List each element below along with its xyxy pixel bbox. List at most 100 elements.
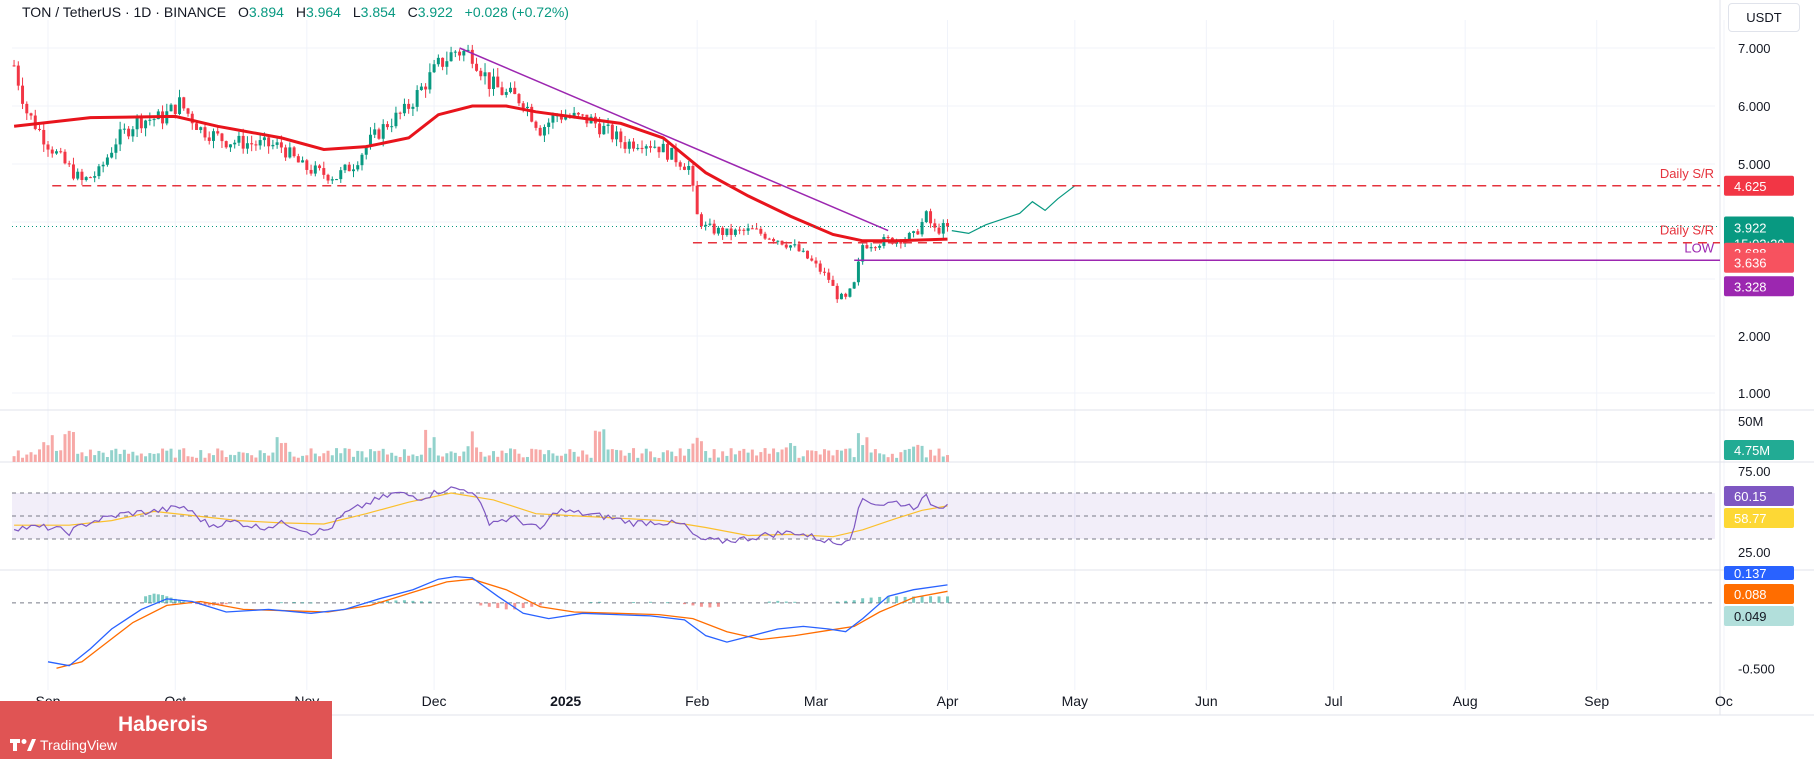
volume-bar — [156, 453, 160, 462]
daily-sr-upper-badge: 4.625 — [1734, 179, 1767, 194]
candle-body — [228, 144, 232, 148]
volume-bar — [21, 457, 25, 462]
macd-histogram-bar — [207, 602, 211, 606]
volume-bar — [59, 450, 63, 462]
volume-bar — [827, 450, 831, 462]
candle-body — [25, 103, 29, 114]
volume-bar — [173, 457, 177, 462]
macd-histogram-bar — [178, 600, 182, 603]
volume-bar — [649, 451, 652, 462]
volume-bar — [733, 454, 737, 462]
candle-body — [237, 135, 241, 143]
volume-bar — [937, 448, 941, 462]
volume-bar — [250, 455, 254, 462]
volume-bar — [615, 449, 619, 462]
candle-body — [122, 128, 126, 130]
candle-body — [496, 76, 500, 88]
candle-body — [178, 97, 182, 114]
macd-histogram-bar — [649, 601, 652, 603]
volume-bar — [445, 453, 449, 462]
candle-body — [746, 228, 750, 231]
candle-body — [907, 232, 911, 240]
volume-bar — [755, 455, 759, 462]
candle-body — [517, 94, 521, 104]
volume-bar — [80, 452, 84, 462]
macd-histogram-bar — [521, 602, 525, 609]
candle-body — [861, 245, 865, 262]
symbol-legend: TON / TetherUS · 1D · BINANCE O3.894 H3.… — [22, 4, 569, 20]
macd-histogram-bar — [487, 602, 491, 607]
volume-bar — [598, 431, 602, 462]
volume-bar — [84, 456, 88, 462]
volume-bar — [559, 455, 563, 462]
candle-body — [475, 63, 479, 71]
volume-bar — [453, 452, 457, 462]
candle-body — [245, 143, 249, 149]
volume-bar — [55, 450, 58, 462]
macd-histogram-bar — [152, 593, 156, 603]
volume-bar — [33, 454, 37, 462]
volume-bar — [245, 453, 249, 462]
macd-tick-label: -0.500 — [1738, 661, 1775, 676]
candle-body — [419, 86, 423, 91]
candle-body — [398, 112, 402, 114]
candle-body — [118, 129, 122, 145]
macd-histogram-bar — [776, 600, 780, 603]
volume-bar — [797, 457, 801, 462]
volume-bar — [725, 455, 729, 462]
macd-hist-badge-bg — [1724, 606, 1794, 626]
volume-bar — [305, 455, 309, 462]
tradingview-credit: TradingView — [10, 737, 117, 753]
rsi-ma-line — [14, 492, 948, 538]
macd-histogram-bar — [368, 601, 372, 603]
volume-bar — [678, 448, 682, 462]
candle-body — [865, 245, 869, 249]
time-tick-label: Oc — [1715, 693, 1733, 709]
volume-bar — [178, 449, 182, 462]
volume-bar — [551, 453, 555, 462]
candle-body — [699, 214, 703, 227]
volume-bar — [589, 457, 593, 462]
volume-bar — [606, 449, 610, 462]
time-tick-label: Jul — [1325, 693, 1343, 709]
candle-body — [441, 57, 445, 67]
candle-body — [424, 86, 428, 90]
volume-bar — [12, 456, 16, 462]
macd-histogram-bar — [203, 602, 207, 606]
price-tick-label: 1.000 — [1738, 386, 1771, 401]
symbol-title[interactable]: TON / TetherUS · 1D · BINANCE — [22, 4, 227, 20]
candle-body — [869, 247, 873, 249]
volume-bar — [704, 451, 708, 462]
candle-body — [313, 165, 317, 174]
candle-body — [733, 229, 737, 235]
macd-histogram-bar — [513, 602, 517, 610]
volume-bar — [852, 457, 856, 462]
macd-value-badge-bg — [1724, 566, 1794, 580]
candle-body — [665, 143, 669, 160]
candle-body — [152, 119, 156, 121]
candle-body — [352, 169, 355, 172]
volume-bar — [114, 448, 118, 462]
change-value: +0.028 (+0.72%) — [464, 4, 569, 20]
candle-body — [368, 134, 372, 147]
candle-body — [619, 131, 623, 143]
currency-unit-button[interactable]: USDT — [1728, 3, 1800, 32]
candle-body — [632, 141, 636, 149]
macd-histogram-bar — [784, 601, 788, 603]
candle-body — [572, 112, 576, 117]
volume-bar — [275, 437, 279, 462]
candle-body — [538, 127, 542, 136]
volume-bar — [262, 453, 266, 462]
volume-bar — [903, 449, 907, 462]
candle-body — [288, 147, 292, 158]
candle-body — [661, 143, 665, 153]
candle-body — [500, 87, 504, 95]
volume-bar — [343, 448, 347, 462]
candle-body — [428, 72, 432, 90]
candle-body — [88, 177, 92, 179]
volume-bar — [865, 437, 869, 462]
volume-bar — [326, 450, 330, 462]
candle-body — [114, 144, 118, 153]
